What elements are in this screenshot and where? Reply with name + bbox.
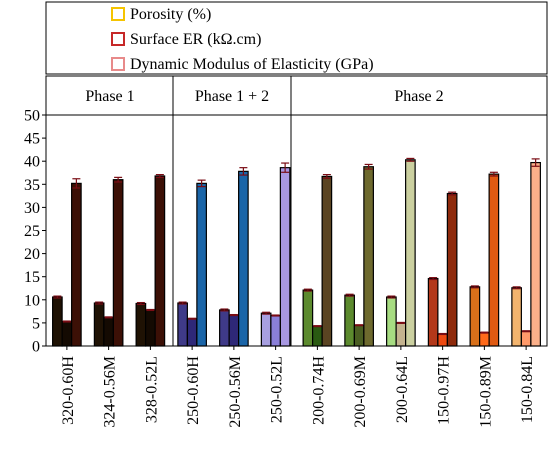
bar-porosity [511, 287, 522, 347]
y-tick-label: 10 [24, 292, 40, 309]
bar-modulus [363, 166, 374, 347]
bar-porosity [177, 302, 188, 347]
bar-surface-er [353, 324, 365, 347]
bar-surface-er [437, 333, 448, 347]
x-axis: 320-0.60H 324-0.56M 328-0.52L 250-0.60H 250-… [60, 346, 536, 428]
legend-swatch-modulus [111, 57, 125, 71]
bar-porosity [344, 294, 355, 347]
bar-modulus [446, 192, 458, 347]
y-tick-label: 5 [32, 315, 40, 332]
x-tick-label: 200-0.64L [394, 356, 411, 423]
legend-label-porosity: Porosity (%) [130, 6, 211, 23]
y-tick-label: 35 [24, 177, 40, 194]
bar-modulus [530, 161, 541, 347]
x-tick-label: 200-0.74H [310, 356, 327, 425]
bar-modulus [154, 175, 166, 347]
bar-surface-er [186, 318, 198, 347]
phase-label-2: Phase 1 + 2 [195, 88, 269, 105]
legend-frame [45, 1, 548, 75]
x-tick-label: 250-0.52L [269, 356, 286, 423]
x-tick-label: 150-0.89M [477, 356, 494, 428]
y-tick-label: 15 [24, 269, 40, 286]
legend-label-surface-er: Surface ER (kΩ.cm) [130, 31, 261, 48]
bar-modulus [279, 167, 291, 347]
x-tick-label: 150-0.97H [436, 356, 453, 425]
y-tick-label: 50 [24, 108, 40, 125]
bar-surface-er [270, 314, 281, 347]
phase-header: Phase 1 Phase 1 + 2 Phase 2 [45, 75, 548, 116]
bar-porosity [386, 296, 397, 347]
x-tick-label: 200-0.69M [352, 356, 369, 428]
bar-porosity [93, 302, 105, 347]
phase-label-1: Phase 1 [85, 88, 134, 105]
y-tick-label: 40 [24, 154, 40, 171]
bar-surface-er [228, 314, 240, 347]
bar-surface-er [520, 330, 532, 347]
x-tick-label: 324-0.56M [102, 356, 119, 428]
legend-swatch-surface-er [111, 32, 125, 46]
x-tick-label: 250-0.56M [227, 356, 244, 428]
bar-modulus [321, 175, 333, 347]
bar-modulus [238, 170, 249, 347]
bar-modulus [112, 179, 124, 347]
y-tick-label: 45 [24, 131, 40, 148]
bars [52, 157, 541, 347]
bar-porosity [302, 289, 314, 347]
bar-surface-er [61, 320, 73, 347]
x-tick-label: 250-0.60H [185, 356, 202, 425]
bar-porosity [52, 296, 63, 347]
phase-label-3: Phase 2 [394, 88, 443, 105]
bar-porosity [135, 302, 147, 347]
legend-swatch-porosity [111, 7, 125, 21]
bar-surface-er [395, 322, 407, 347]
legend: Porosity (%) Surface ER (kΩ.cm) Dynamic … [45, 1, 548, 75]
y-tick-label: 20 [24, 246, 40, 263]
bar-porosity [469, 286, 481, 347]
bar-surface-er [103, 316, 114, 347]
bar-surface-er [312, 325, 323, 347]
bar-modulus [71, 182, 82, 347]
bar-porosity [219, 309, 230, 347]
y-tick-label: 30 [24, 200, 40, 217]
bar-porosity [427, 277, 439, 347]
y-tick-label: 25 [24, 223, 40, 240]
y-tick-label: 0 [32, 339, 40, 356]
bar-surface-er [145, 309, 156, 347]
x-tick-label: 328-0.52L [143, 356, 160, 423]
y-axis: 0 5 10 15 20 25 30 35 40 45 50 [24, 108, 46, 356]
bar-modulus [196, 182, 207, 347]
bar-modulus [405, 159, 416, 347]
x-tick-label: 150-0.84L [519, 356, 536, 423]
bar-porosity [260, 312, 272, 347]
bar-modulus [488, 173, 500, 347]
legend-label-modulus: Dynamic Modulus of Elasticity (GPa) [130, 56, 374, 73]
bar-surface-er [479, 332, 490, 347]
x-tick-label: 320-0.60H [60, 356, 77, 425]
